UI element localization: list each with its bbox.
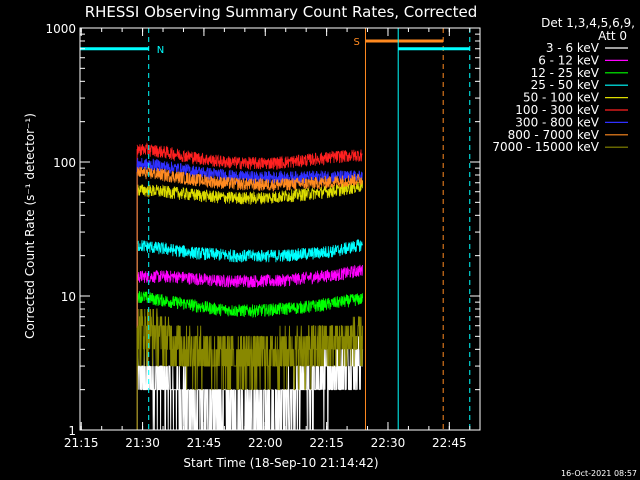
- x-tick-label-3: 22:00: [248, 436, 283, 450]
- y-tick-label-1: 10: [61, 290, 76, 304]
- x-tick-label-0: 21:15: [64, 436, 99, 450]
- legend-header-attenuator: Att 0: [598, 29, 627, 43]
- series-5-line: [136, 142, 363, 171]
- y-tick-label-3: 1000: [45, 22, 76, 36]
- legend-label-5: 100 - 300 keV: [515, 103, 599, 117]
- series-1-line: [136, 264, 363, 288]
- legend-label-4: 50 - 100 keV: [523, 91, 600, 105]
- series-3-line: [136, 239, 363, 263]
- series-7-line: [136, 166, 363, 192]
- flag-2: [397, 28, 471, 430]
- x-axis-label: Start Time (18-Sep-10 21:14:42): [183, 456, 378, 470]
- x-tick-label-1: 21:30: [125, 436, 160, 450]
- x-tick-label-2: 21:45: [187, 436, 222, 450]
- footer-timestamp: 16-Oct-2021 08:57: [561, 469, 637, 478]
- plot-frame: [79, 27, 481, 431]
- series-4-line: [136, 180, 363, 206]
- x-tick-label-6: 22:45: [432, 436, 467, 450]
- axes: 21:15 21:30 21:45 22:00 22:15 22:30 22:45 1 10 10…: [45, 22, 481, 450]
- series-0-line: [136, 336, 364, 430]
- flag-1-label: S: [353, 37, 359, 48]
- x-tick-label-5: 22:30: [371, 436, 406, 450]
- legend-label-8: 7000 - 15000 keV: [492, 140, 599, 154]
- series-6-line: [136, 157, 363, 185]
- legend-label-7: 800 - 7000 keV: [508, 128, 600, 142]
- series-8-line: [136, 308, 364, 391]
- legend-label-0: 3 - 6 keV: [546, 41, 600, 55]
- legend-label-1: 6 - 12 keV: [538, 53, 600, 67]
- legend-label-3: 25 - 50 keV: [531, 78, 600, 92]
- y-tick-label-2: 100: [53, 156, 76, 170]
- x-tick-label-4: 22:15: [309, 436, 344, 450]
- flag-1: [364, 28, 444, 430]
- series-2-line: [136, 290, 363, 319]
- chart-title: RHESSI Observing Summary Count Rates, Co…: [85, 3, 478, 21]
- flag-0: [80, 28, 150, 430]
- y-axis-label: Corrected Count Rate (s⁻¹ detector⁻¹): [23, 113, 37, 339]
- legend-label-2: 12 - 25 keV: [531, 66, 600, 80]
- legend-label-6: 300 - 800 keV: [515, 115, 599, 129]
- series-8-trace: [136, 308, 364, 430]
- legend-header-detectors: Det 1,3,4,5,6,9,: [541, 16, 635, 30]
- y-tick-label-0: 1: [68, 424, 76, 438]
- plot-area: [80, 28, 471, 430]
- flag-0-label: N: [157, 45, 164, 56]
